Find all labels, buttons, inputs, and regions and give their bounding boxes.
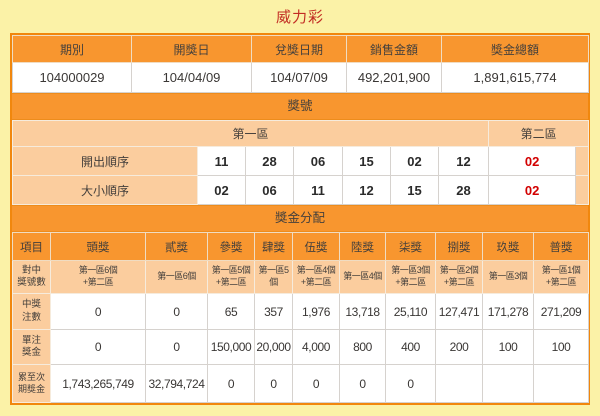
info-header-redeem-date: 兌獎日期 (251, 35, 347, 63)
page-title: 威力彩 (275, 9, 324, 26)
win-count-cell: 1,976 (292, 293, 340, 330)
win-count-cell: 0 (50, 293, 146, 330)
match-row-label: 對中 獎號數 (12, 260, 51, 294)
carryover-cell: 0 (385, 364, 436, 403)
carryover-cell: 1,743,265,749 (50, 364, 146, 403)
lotto-number: 11 (293, 175, 343, 205)
prize-header-tier-1: 頭獎 (50, 232, 146, 261)
carryover-cell: 0 (254, 364, 293, 403)
numbers-table: 第一區 第二區 開出順序 11 28 06 15 02 12 02 大小順序 0… (11, 120, 590, 205)
lotto-number: 02 (197, 175, 246, 205)
match-condition-cell: 第一區6個 +第二區 (50, 260, 146, 294)
lotto-number: 12 (437, 146, 490, 176)
prize-header-tier-8: 捌獎 (435, 232, 483, 261)
lotto-number: 02 (390, 146, 439, 176)
lotto-number: 06 (293, 146, 343, 176)
per-bet-prize-cell: 20,000 (254, 329, 293, 365)
carryover-row-label: 累至次 期獎金 (12, 364, 51, 403)
per-bet-prize-cell: 200 (435, 329, 483, 365)
prize-header-tier-7: 柒獎 (385, 232, 436, 261)
match-row-label-line1: 對中 (21, 264, 41, 276)
prize-header-tier-3: 參獎 (207, 232, 255, 261)
match-condition-cell: 第一區3個 +第二區 (385, 260, 436, 294)
match-condition-cell: 第一區5個 +第二區 (207, 260, 255, 294)
zone2-number: 02 (488, 175, 577, 205)
per-bet-prize-cell: 150,000 (207, 329, 255, 365)
prize-header-tier-5: 伍獎 (292, 232, 340, 261)
match-condition-cell: 第一區4個 (339, 260, 386, 294)
match-row-label-line2: 獎號數 (17, 277, 46, 288)
per-bet-prize-cell: 800 (339, 329, 386, 365)
carryover-cell: 0 (339, 364, 386, 403)
prize-banner: 獎金分配 (12, 205, 588, 232)
zone2-header: 第二區 (488, 120, 590, 147)
row-filler (575, 146, 590, 176)
zone1-header: 第一區 (11, 120, 490, 147)
prize-header-tier-2: 貳獎 (145, 232, 208, 261)
info-header-sales-amount: 銷售金額 (346, 35, 442, 63)
carryover-cell (533, 364, 589, 403)
win-count-cell: 171,278 (482, 293, 534, 330)
prize-header-item: 項目 (12, 232, 51, 261)
carryover-cell: 0 (292, 364, 340, 403)
carryover-cell: 32,794,724 (145, 364, 208, 403)
carryover-cell (482, 364, 534, 403)
per-bet-row-label: 單注 獎金 (12, 329, 51, 365)
info-value-period: 104000029 (12, 62, 132, 93)
lotto-number: 12 (342, 175, 391, 205)
win-count-cell: 127,471 (435, 293, 483, 330)
per-bet-prize-cell: 4,000 (292, 329, 340, 365)
lotto-number: 15 (342, 146, 391, 176)
zone2-number: 02 (488, 146, 577, 176)
sorted-order-label: 大小順序 (12, 175, 198, 205)
match-condition-cell: 第一區2個 +第二區 (435, 260, 483, 294)
lotto-number: 15 (390, 175, 439, 205)
prize-header-tier-4: 肆獎 (254, 232, 293, 261)
per-bet-prize-cell: 0 (50, 329, 146, 365)
draw-order-label: 開出順序 (12, 146, 198, 176)
carryover-cell: 0 (207, 364, 255, 403)
per-bet-prize-cell: 400 (385, 329, 436, 365)
win-counts-row-label: 中獎 注數 (12, 293, 51, 330)
win-count-cell: 357 (254, 293, 293, 330)
info-header-period: 期別 (12, 35, 132, 63)
info-value-redeem-date: 104/07/09 (251, 62, 347, 93)
info-header-total-prize: 獎金總額 (441, 35, 589, 63)
prize-table: 項目 頭獎 貳獎 參獎 肆獎 伍獎 陸獎 柒獎 捌獎 玖獎 普獎 對中 獎號數 … (12, 232, 589, 403)
prize-header-tier-9: 玖獎 (482, 232, 534, 261)
lotto-number: 28 (437, 175, 490, 205)
per-bet-prize-cell: 100 (482, 329, 534, 365)
lottery-results-panel: 期別 開獎日 兌獎日期 銷售金額 獎金總額 104000029 104/04/0… (10, 33, 590, 405)
win-count-cell: 13,718 (339, 293, 386, 330)
lotto-number: 06 (245, 175, 294, 205)
info-table: 期別 開獎日 兌獎日期 銷售金額 獎金總額 104000029 104/04/0… (12, 35, 589, 93)
win-count-cell: 271,209 (533, 293, 589, 330)
info-value-sales-amount: 492,201,900 (346, 62, 442, 93)
per-bet-prize-cell: 0 (145, 329, 208, 365)
match-condition-cell: 第一區3個 (482, 260, 534, 294)
per-bet-prize-cell: 100 (533, 329, 589, 365)
lotto-number: 28 (245, 146, 294, 176)
info-value-draw-date: 104/04/09 (131, 62, 252, 93)
match-condition-cell: 第一區5個 (254, 260, 293, 294)
prize-header-tier-6: 陸獎 (339, 232, 386, 261)
lotto-number: 11 (197, 146, 246, 176)
row-filler (575, 175, 590, 205)
match-condition-cell: 第一區1個 +第二區 (533, 260, 589, 294)
win-count-cell: 25,110 (385, 293, 436, 330)
info-header-draw-date: 開獎日 (131, 35, 252, 63)
info-value-total-prize: 1,891,615,774 (441, 62, 589, 93)
prize-header-tier-10: 普獎 (533, 232, 589, 261)
match-condition-cell: 第一區4個 +第二區 (292, 260, 340, 294)
match-condition-cell: 第一區6個 (145, 260, 208, 294)
carryover-cell (435, 364, 483, 403)
win-count-cell: 0 (145, 293, 208, 330)
win-count-cell: 65 (207, 293, 255, 330)
numbers-banner: 獎號 (12, 93, 588, 120)
